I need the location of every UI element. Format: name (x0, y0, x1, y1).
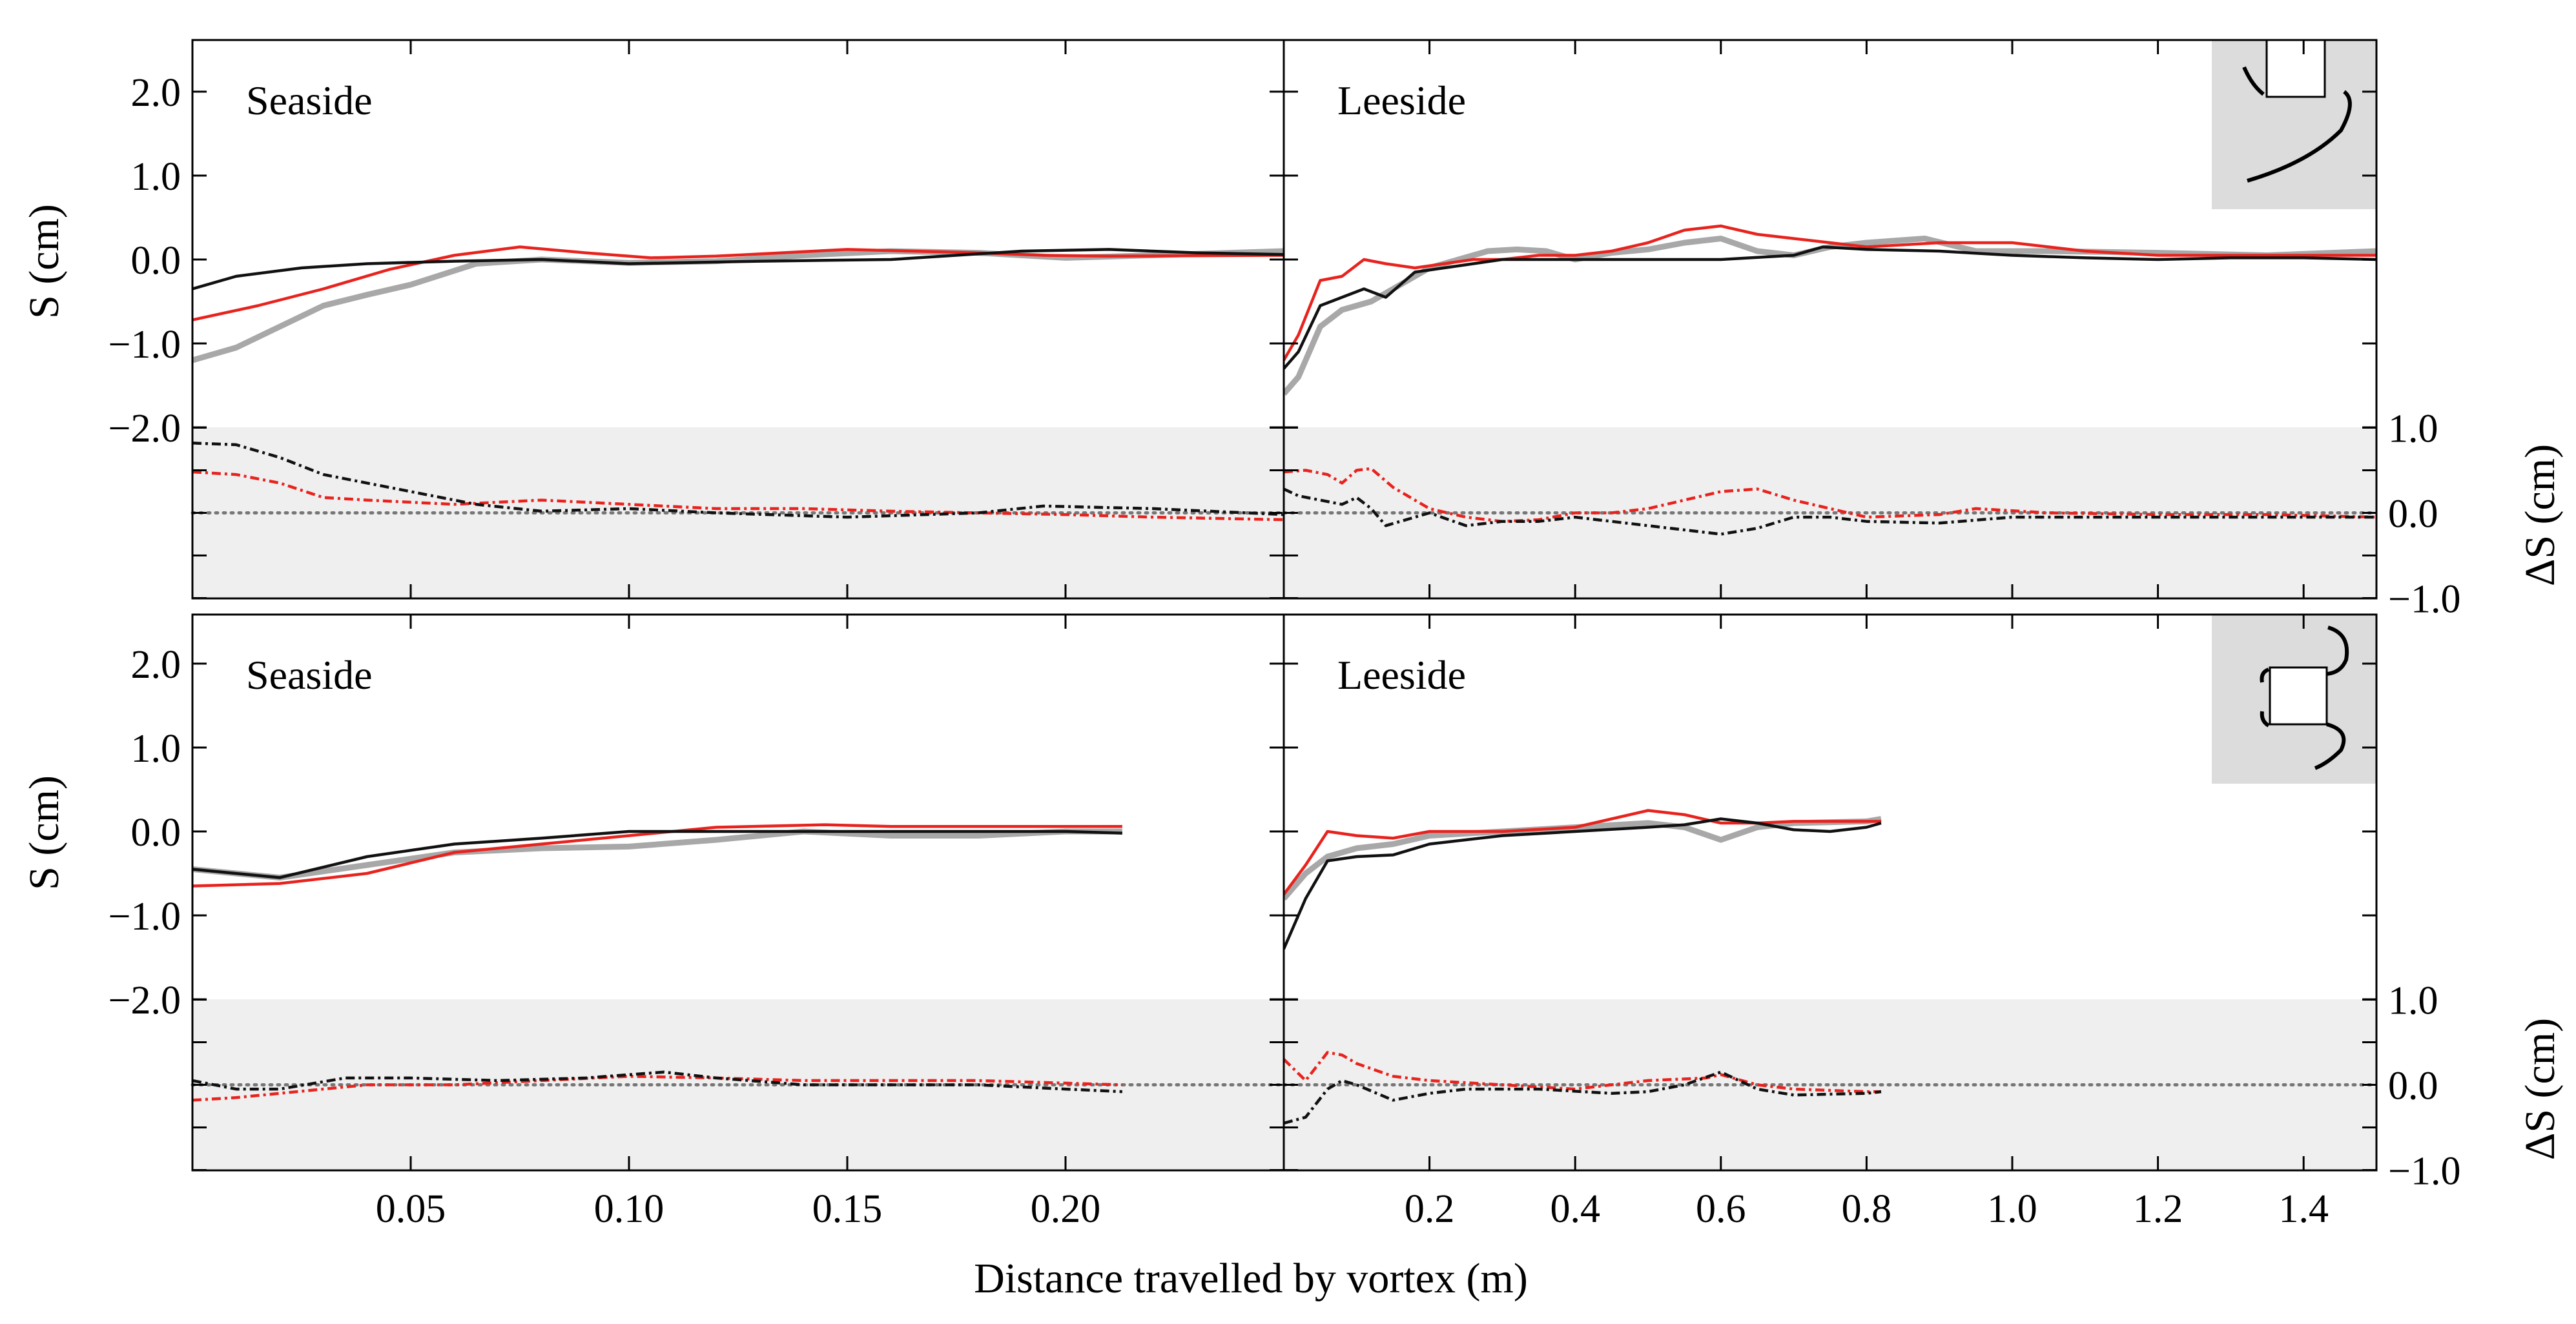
panel-top-right: −1.0 0.0 1.0 Leeside (1282, 39, 2460, 622)
y-tick-label: −2.0 (108, 407, 181, 451)
y-tick-label: 2.0 (131, 643, 181, 687)
y-tick-label: 0.0 (131, 811, 181, 855)
y-tick-label: 1.0 (131, 155, 181, 199)
series-red-diff (1284, 467, 2376, 523)
series-black-diff (192, 1070, 1123, 1094)
obstacle-icon (2265, 39, 2326, 98)
ds-tick-label: 0.0 (2388, 493, 2438, 536)
inset-double-obstacle (2212, 615, 2376, 784)
series-red (192, 245, 1284, 321)
series-gray (192, 828, 1122, 881)
series-red-diff (192, 470, 1284, 522)
series-black (1284, 817, 1882, 950)
track-icon (2260, 667, 2270, 683)
series-gray (192, 248, 1284, 363)
x-tick-label: 0.20 (1031, 1187, 1101, 1231)
y-tick-label: −1.0 (108, 895, 181, 939)
panel-title: Leeside (1337, 652, 1466, 698)
panel-top-left: −2.0 −1.0 0.0 1.0 2.0 Seaside (108, 39, 1286, 600)
inset-single-obstacle (2212, 39, 2376, 209)
y-tick-label: 2.0 (131, 71, 181, 115)
track-icon (2326, 626, 2349, 676)
series-red-diff (1284, 1051, 1881, 1094)
ylabel-s-top: S (cm) (21, 204, 68, 319)
track-icon (2247, 90, 2352, 183)
track-icon (2314, 722, 2346, 770)
panels: −2.0 −1.0 0.0 1.0 2.0 Seaside −1.0 0.0 1.0 Leesid… (108, 39, 2460, 1231)
track-icon (2260, 711, 2270, 728)
ds-tick-label: 1.0 (2388, 407, 2438, 451)
ds-tick-label: −1.0 (2388, 1150, 2460, 1194)
obstacle-icon (2269, 666, 2328, 726)
series-group (1284, 809, 1882, 1125)
y-tick-label: −2.0 (108, 979, 181, 1023)
x-axis-title: Distance travelled by vortex (m) (974, 1255, 1528, 1302)
panel-bottom-left: −2.0 −1.0 0.0 1.0 2.0 0.05 0.10 0.15 0.20 Seaside (108, 613, 1286, 1231)
series-group (192, 823, 1123, 1102)
panel-bottom-right: −1.0 0.0 1.0 0.2 0.4 0.6 0.8 1.0 1.2 1.4 Leeside (1282, 613, 2460, 1231)
series-group (1284, 224, 2376, 536)
diff-band (1284, 999, 2376, 1170)
ylabel-ds-top: ΔS (cm) (2517, 444, 2564, 586)
x-tick-label: 0.8 (1842, 1187, 1892, 1231)
plot-frame (1283, 39, 2378, 600)
panel-title: Seaside (246, 652, 373, 698)
x-tick-label: 0.2 (1405, 1187, 1455, 1231)
series-gray (1284, 236, 2376, 396)
x-tick-label: 1.2 (2133, 1187, 2183, 1231)
ds-tick-label: 1.0 (2388, 979, 2438, 1023)
series-red (1284, 224, 2376, 362)
series-group (192, 245, 1284, 522)
series-black-diff (192, 442, 1284, 519)
series-black-diff (1284, 1070, 1882, 1125)
ds-tick-label: 0.0 (2388, 1064, 2438, 1108)
series-black (192, 248, 1284, 290)
ds-tick-label: −1.0 (2388, 578, 2460, 622)
y-tick-label: 0.0 (131, 239, 181, 283)
plot-frame (1283, 613, 2378, 1172)
panel-title: Seaside (246, 77, 373, 123)
x-tick-label: 0.15 (812, 1187, 883, 1231)
series-black (1284, 245, 2376, 370)
x-tick-label: 0.05 (376, 1187, 446, 1231)
x-tick-label: 0.10 (594, 1187, 665, 1231)
x-tick-label: 0.6 (1696, 1187, 1746, 1231)
diff-band (1284, 427, 2376, 598)
x-tick-label: 1.4 (2278, 1187, 2329, 1231)
track-icon (2242, 66, 2265, 96)
series-red (1284, 809, 1881, 895)
y-tick-label: 1.0 (131, 727, 181, 771)
panel-title: Leeside (1337, 77, 1466, 123)
x-tick-label: 0.4 (1550, 1187, 1600, 1231)
y-tick-label: −1.0 (108, 323, 181, 367)
x-tick-label: 1.0 (1987, 1187, 2037, 1231)
ylabel-ds-bottom: ΔS (cm) (2517, 1018, 2564, 1160)
series-black-diff (1284, 487, 2376, 536)
ylabel-s-bottom: S (cm) (21, 775, 68, 890)
series-black (192, 830, 1122, 879)
